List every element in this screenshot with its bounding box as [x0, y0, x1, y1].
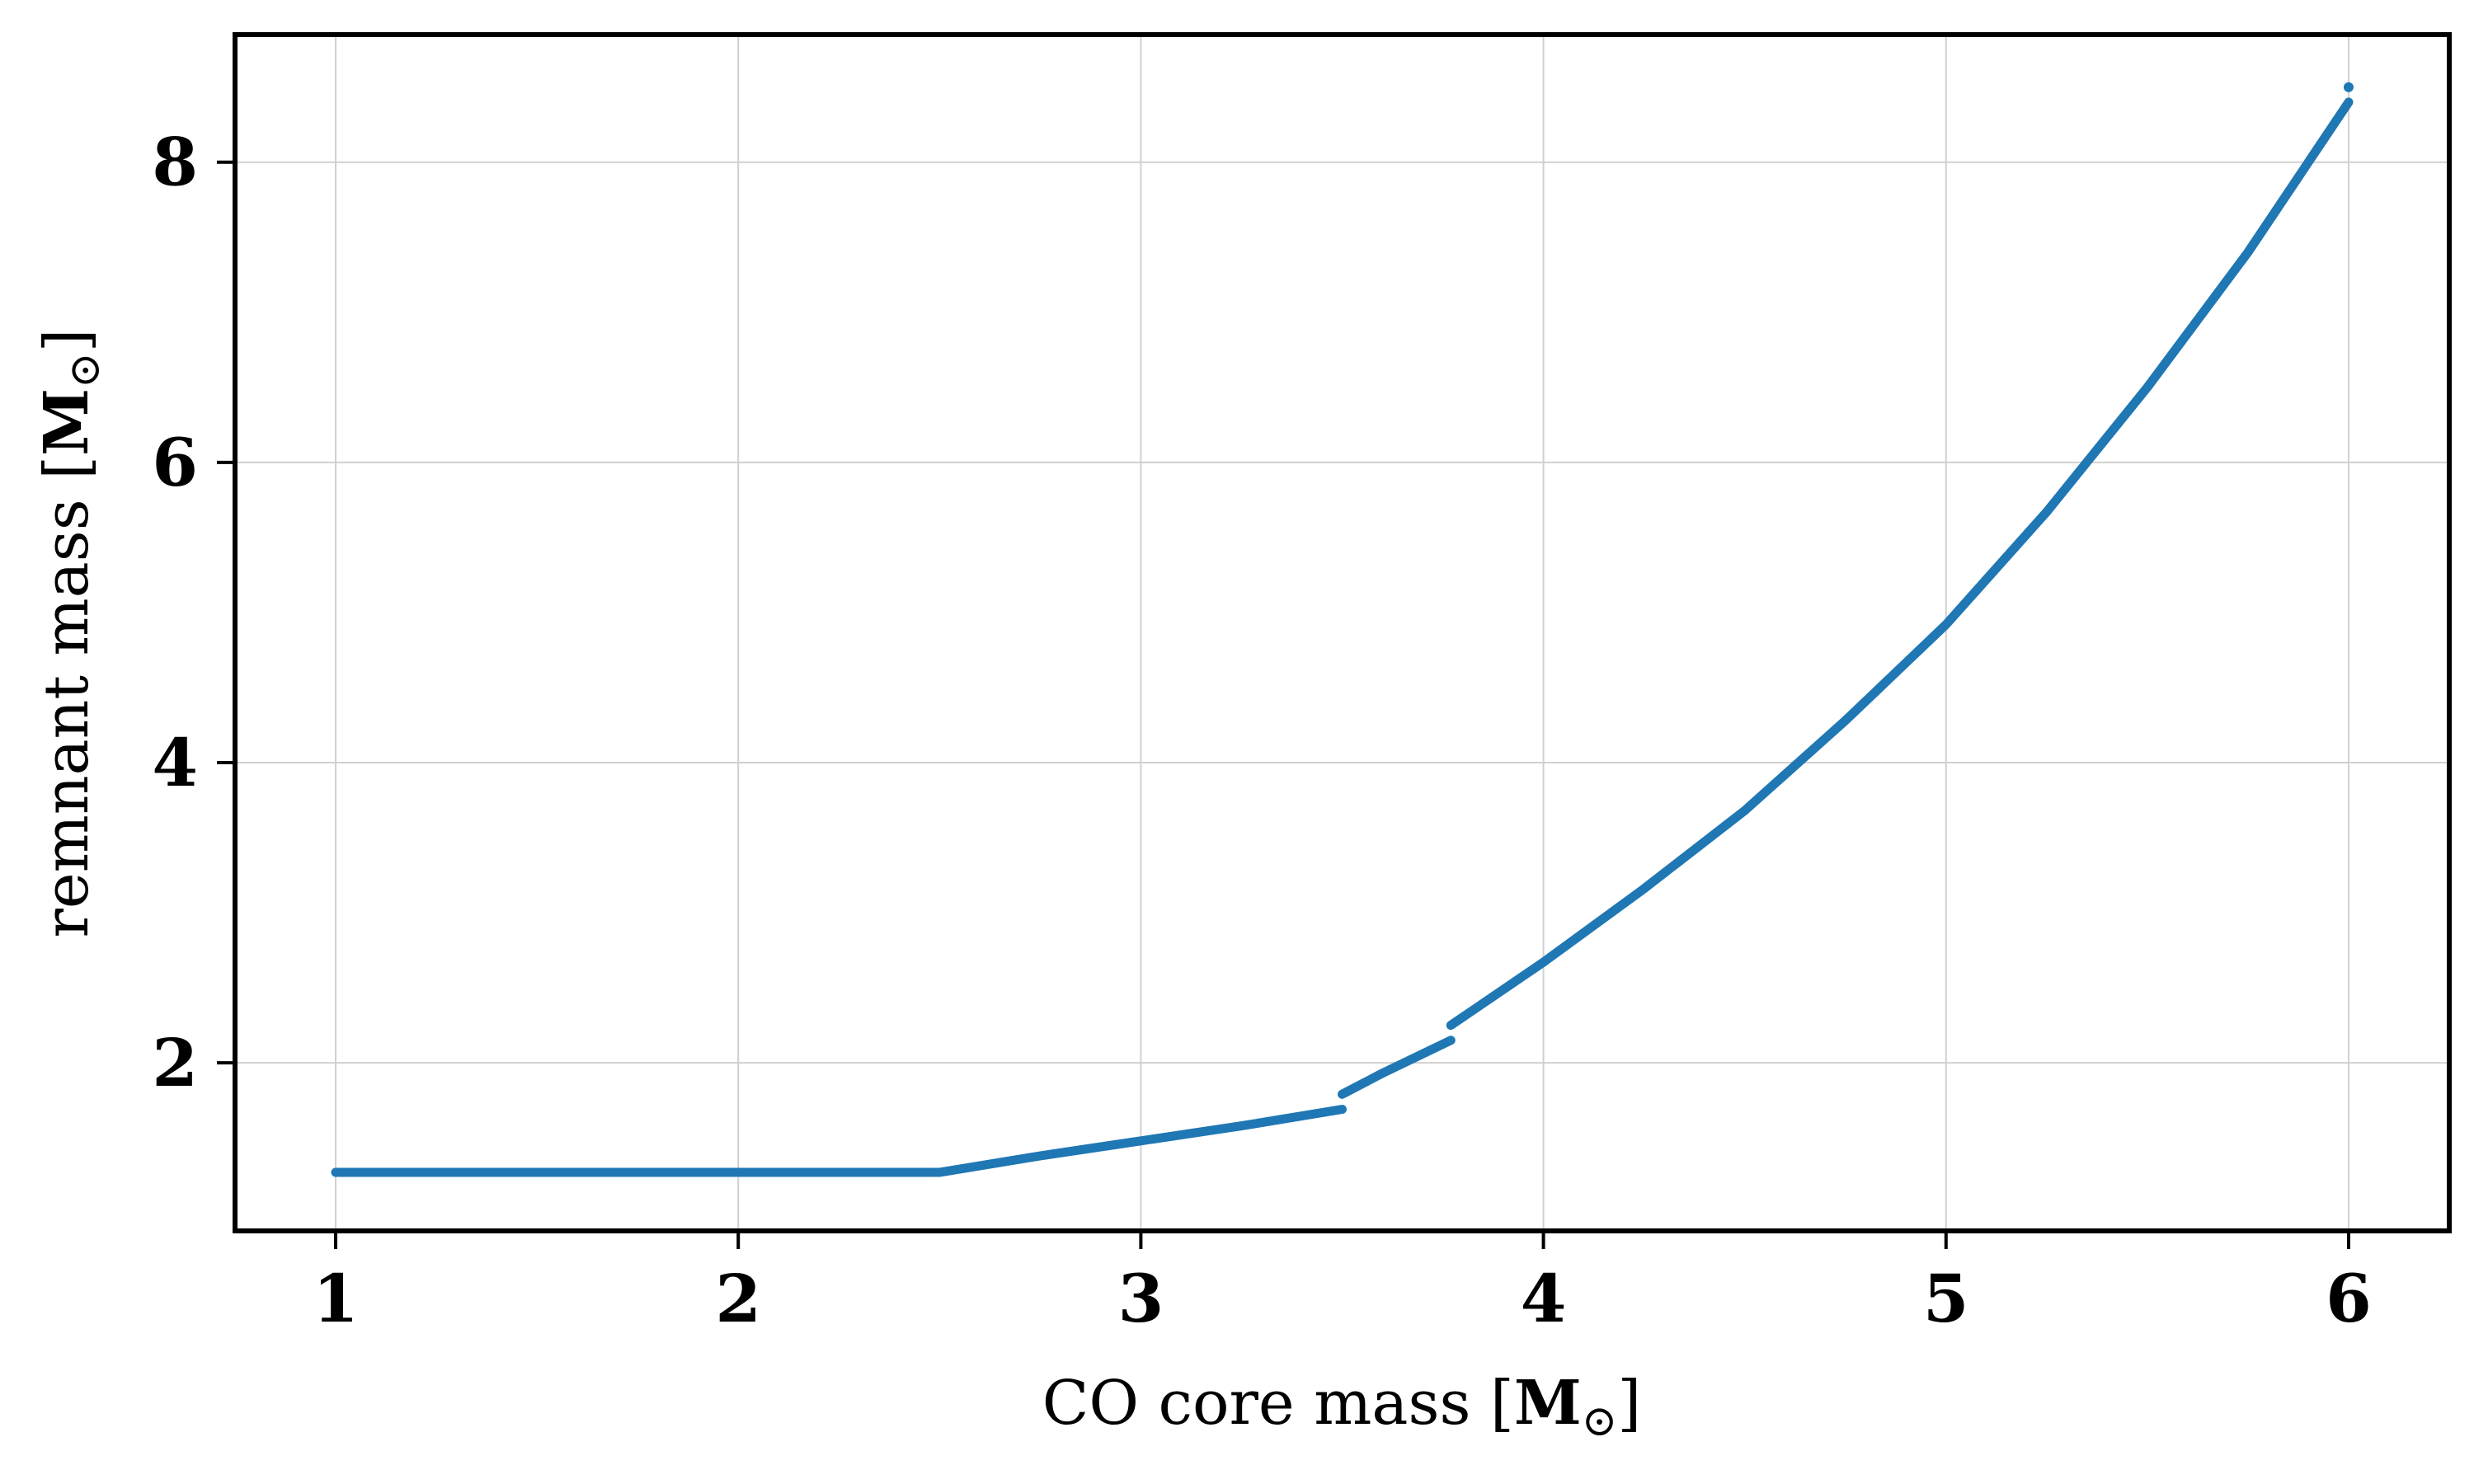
series-line-segment-2	[934, 1105, 1347, 1177]
x-axis-label: CO core mass [M⊙]	[1042, 1368, 1642, 1446]
y-tick-label: 4	[152, 724, 198, 801]
axis-ticks: 1 2 3 4 5 6 2 4 6 8	[152, 124, 2371, 1337]
data-series	[331, 82, 2354, 1177]
grid	[235, 35, 2449, 1231]
x-tick-label: 6	[2326, 1260, 2372, 1337]
series-end-point	[2343, 82, 2354, 92]
x-tick-label: 4	[1521, 1260, 1567, 1337]
y-tick-label: 6	[152, 424, 198, 501]
y-tick-label: 8	[152, 124, 198, 201]
x-tick-label: 2	[715, 1260, 761, 1337]
series-line-segment-4	[1446, 97, 2354, 1031]
x-tick-label: 3	[1118, 1260, 1164, 1337]
x-tick-label: 1	[313, 1260, 359, 1337]
y-tick-label: 2	[152, 1024, 198, 1101]
y-axis-label: remnant mass [M⊙]	[31, 328, 110, 937]
plot-frame	[233, 32, 2452, 1233]
x-tick-label: 5	[1923, 1260, 1969, 1337]
series-line-segment-3	[1338, 1036, 1456, 1099]
